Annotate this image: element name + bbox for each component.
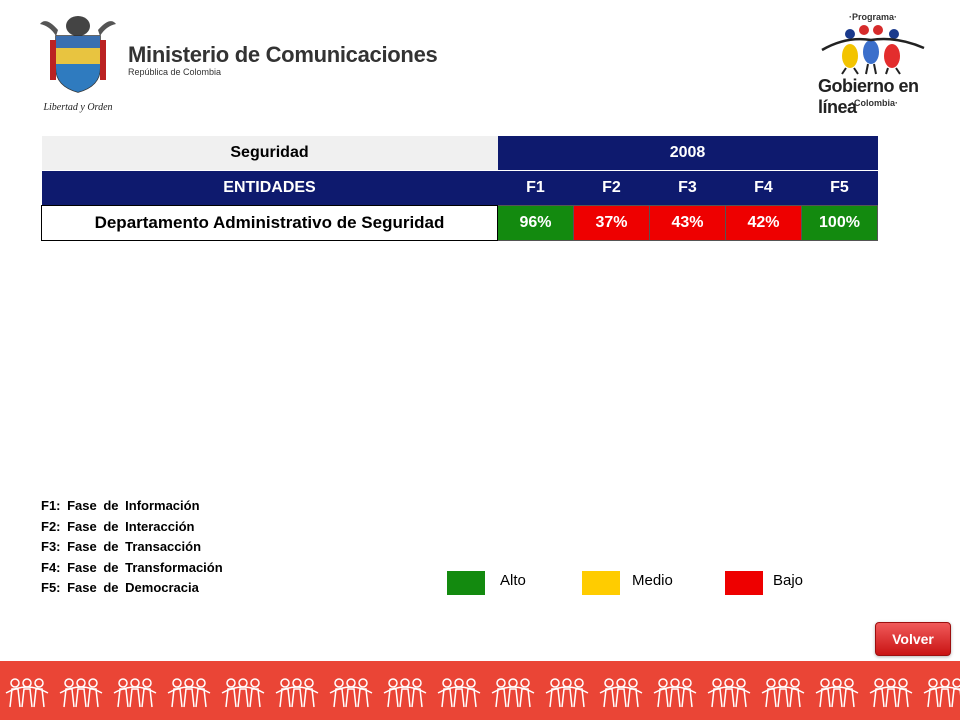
value-f1: 96% (497, 205, 574, 241)
people-figure-icon (707, 678, 751, 708)
value-f4: 42% (725, 205, 802, 241)
phase-header-f1: F1 (497, 170, 574, 206)
people-figure-icon (437, 678, 481, 708)
year-header: 2008 (497, 136, 878, 171)
category-header: Seguridad (41, 136, 498, 171)
legend-swatch-medio (582, 571, 620, 595)
colombia-coat-of-arms-icon: Libertad y Orden (40, 16, 116, 113)
people-figure-icon (59, 678, 103, 708)
legend-label-bajo: Bajo (773, 572, 804, 589)
table-row: Departamento Administrativo de Seguridad… (41, 205, 878, 241)
table-header-row: Seguridad 2008 (41, 136, 878, 171)
legend-swatch-alto (447, 571, 485, 595)
phase-header-f2: F2 (573, 170, 650, 206)
results-table: Seguridad 2008 ENTIDADES F1 F2 F3 F4 F5 … (41, 136, 878, 241)
people-figure-icon (329, 678, 373, 708)
ministry-title: Ministerio de Comunicaciones (128, 42, 438, 67)
gobierno-en-linea-logo-icon (821, 25, 925, 75)
people-figure-icon (275, 678, 319, 708)
legend-label-medio: Medio (632, 572, 673, 589)
people-figure-icon (221, 678, 265, 708)
value-f5: 100% (801, 205, 878, 241)
people-pattern-icon (5, 678, 960, 708)
svg-text:Libertad y Orden: Libertad y Orden (42, 102, 112, 113)
people-figure-icon (491, 678, 535, 708)
people-figure-icon (923, 678, 960, 708)
header: Libertad y Orden Ministerio de Comunicac… (0, 0, 960, 125)
phase-header-f4: F4 (725, 170, 802, 206)
people-figure-icon (5, 678, 49, 708)
people-figure-icon (761, 678, 805, 708)
volver-button[interactable]: Volver (875, 622, 951, 656)
phase-legend: F1: Fase de Información F2: Fase de Inte… (41, 496, 223, 599)
legend-swatch-bajo (725, 571, 763, 595)
program-label-bottom: ·Colombia· (851, 98, 898, 108)
people-figure-icon (869, 678, 913, 708)
people-figure-icon (167, 678, 211, 708)
people-figure-icon (113, 678, 157, 708)
phase-header-f5: F5 (801, 170, 878, 206)
phase-legend-item: F1: Fase de Información (41, 498, 200, 513)
program-label-top: ·Programa· (849, 12, 898, 22)
people-figure-icon (653, 678, 697, 708)
entities-column-header: ENTIDADES (41, 170, 498, 206)
legend-label-alto: Alto (500, 572, 526, 589)
phase-header-f3: F3 (649, 170, 726, 206)
phase-legend-item: F5: Fase de Democracia (41, 580, 199, 595)
phase-legend-item: F2: Fase de Interacción (41, 518, 195, 534)
people-figure-icon (545, 678, 589, 708)
entity-name: Departamento Administrativo de Seguridad (41, 205, 498, 241)
phase-legend-item: F4: Fase de Transformación (41, 559, 223, 575)
people-figure-icon (815, 678, 859, 708)
ministry-subtitle: República de Colombia (128, 67, 222, 77)
value-f2: 37% (573, 205, 650, 241)
footer-decorative-band (0, 661, 960, 720)
table-subheader-row: ENTIDADES F1 F2 F3 F4 F5 (41, 170, 878, 206)
program-name: Gobierno en línea (818, 76, 919, 117)
value-f3: 43% (649, 205, 726, 241)
people-figure-icon (599, 678, 643, 708)
phase-legend-item: F3: Fase de Transacción (41, 539, 202, 554)
people-figure-icon (383, 678, 427, 708)
